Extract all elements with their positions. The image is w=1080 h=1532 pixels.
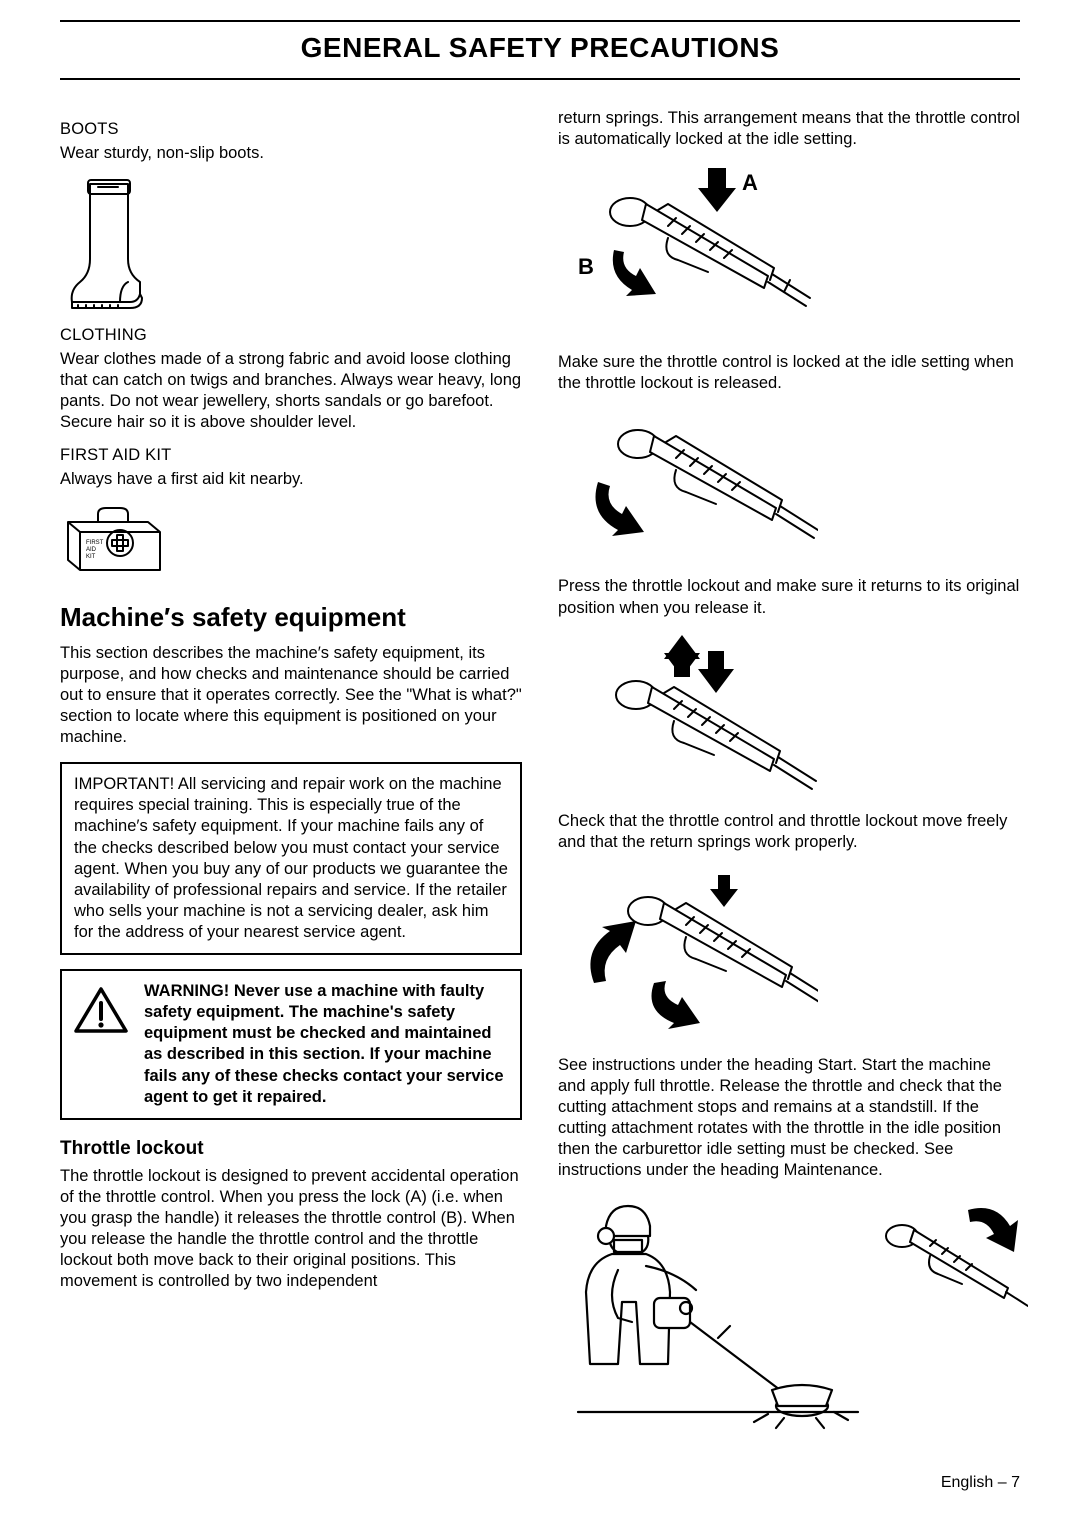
handle-ab-illustration: A B [558,160,1020,340]
page-footer: English – 7 [60,1474,1020,1492]
important-box: IMPORTANT! All servicing and repair work… [60,762,522,955]
content-columns: BOOTS Wear sturdy, non-slip boots. [60,108,1020,1444]
label-a: A [742,170,758,195]
warning-text: WARNING! Never use a machine with faulty… [144,981,508,1108]
svg-text:AID: AID [86,547,97,553]
throttle-lockout-text: The throttle lockout is designed to prev… [60,1166,522,1293]
warning-box: WARNING! Never use a machine with faulty… [60,969,522,1120]
safety-equipment-intro: This section describes the machine′s saf… [60,643,522,749]
safety-equipment-heading: Machine′s safety equipment [60,602,522,633]
left-column: BOOTS Wear sturdy, non-slip boots. [60,108,522,1444]
page-title: GENERAL SAFETY PRECAUTIONS [60,32,1020,64]
boot-illustration [60,174,522,314]
warning-icon [72,985,130,1035]
boots-text: Wear sturdy, non-slip boots. [60,143,522,164]
right-p2: Make sure the throttle control is locked… [558,352,1020,394]
right-p3: Press the throttle lockout and make sure… [558,576,1020,618]
page-title-wrap: GENERAL SAFETY PRECAUTIONS [60,20,1020,80]
firstaid-heading: FIRST AID KIT [60,446,522,465]
important-text: IMPORTANT! All servicing and repair work… [74,774,508,943]
boots-heading: BOOTS [60,120,522,139]
right-p1: return springs. This arrangement means t… [558,108,1020,150]
right-p4: Check that the throttle control and thro… [558,811,1020,853]
handle-return-illustration [558,629,1020,799]
right-column: return springs. This arrangement means t… [558,108,1020,1444]
handle-springs-illustration [558,863,1020,1043]
firstaid-text: Always have a first aid kit nearby. [60,469,522,490]
right-p5: See instructions under the heading Start… [558,1055,1020,1182]
handle-idle-illustration [558,404,1020,564]
throttle-lockout-heading: Throttle lockout [60,1138,522,1160]
firstaid-illustration: FIRST AID KIT [60,500,522,580]
clothing-text: Wear clothes made of a strong fabric and… [60,349,522,433]
clothing-heading: CLOTHING [60,326,522,345]
svg-text:KIT: KIT [86,554,96,560]
operator-and-trimmer-illustration [558,1192,1020,1432]
svg-text:FIRST: FIRST [86,540,104,546]
label-b: B [578,254,594,279]
